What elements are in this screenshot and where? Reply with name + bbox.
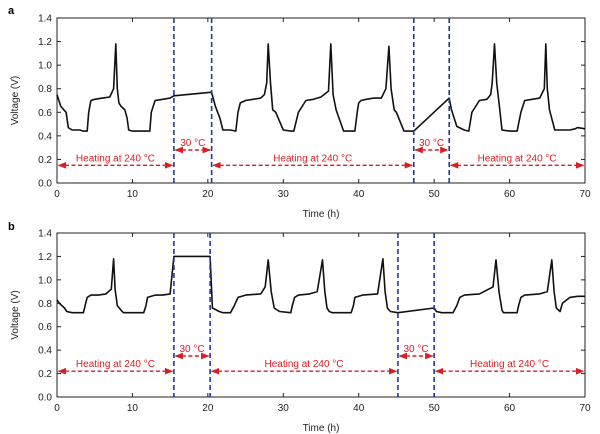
y-tick-label: 1.0 <box>38 61 52 72</box>
annotation-label: 30 °C <box>403 344 428 355</box>
annotation-label: Heating at 240 °C <box>273 153 352 164</box>
x-tick-label: 40 <box>353 403 365 414</box>
panel-a: a 0.0 0.2 0.4 0.6 0.8 1.0 1.2 1.4 0 10 20 30 40 50 60 70… <box>8 5 591 220</box>
x-axis-label: Time (h) <box>303 209 340 220</box>
annotation-label: 30 °C <box>419 138 444 149</box>
x-tick-label: 50 <box>429 189 441 200</box>
x-tick-label: 40 <box>353 189 365 200</box>
annotation-label: Heating at 240 °C <box>76 359 155 370</box>
y-tick-label: 0.0 <box>38 179 52 190</box>
y-tick-label: 1.2 <box>38 252 52 263</box>
y-tick-label: 1.4 <box>38 229 52 240</box>
x-tick-label: 20 <box>202 189 214 200</box>
x-tick-label: 10 <box>127 189 139 200</box>
y-tick-label: 1.2 <box>38 37 52 48</box>
y-tick-label: 0.2 <box>38 155 52 166</box>
y-tick-label: 0.6 <box>38 322 52 333</box>
plot-frame <box>56 17 586 184</box>
x-tick-label: 60 <box>504 403 516 414</box>
y-tick-label: 0.2 <box>38 369 52 380</box>
x-tick-label: 30 <box>278 189 290 200</box>
y-tick-label: 0.4 <box>38 346 52 357</box>
y-tick-label: 0.8 <box>38 84 52 95</box>
annotation-label: 30 °C <box>179 344 204 355</box>
annotation-label: 30 °C <box>180 138 205 149</box>
x-tick-label: 0 <box>54 403 60 414</box>
x-tick-label: 10 <box>127 403 139 414</box>
x-tick-label: 0 <box>54 189 60 200</box>
annotation-label: Heating at 240 °C <box>470 359 549 370</box>
x-tick-label: 70 <box>579 403 591 414</box>
plot-frame <box>56 232 586 398</box>
series-line-voltage <box>56 43 586 132</box>
annotation-label: Heating at 240 °C <box>478 153 557 164</box>
panel-label: b <box>8 221 15 233</box>
annotation-label: Heating at 240 °C <box>264 359 343 370</box>
x-tick-label: 60 <box>504 189 516 200</box>
x-tick-label: 70 <box>579 189 591 200</box>
y-tick-label: 0.0 <box>38 393 52 404</box>
x-axis-label: Time (h) <box>303 423 340 434</box>
x-tick-label: 20 <box>202 403 214 414</box>
x-tick-label: 30 <box>278 403 290 414</box>
y-axis-label: Voltage (V) <box>10 290 21 339</box>
series-line-voltage <box>56 255 585 314</box>
panel-label: a <box>8 5 15 17</box>
y-tick-label: 0.6 <box>38 108 52 119</box>
y-tick-label: 1.4 <box>38 14 52 25</box>
y-axis-label: Voltage (V) <box>10 76 21 125</box>
y-tick-label: 0.4 <box>38 131 52 142</box>
annotation-label: Heating at 240 °C <box>76 153 155 164</box>
y-tick-label: 1.0 <box>38 275 52 286</box>
x-tick-label: 50 <box>429 403 441 414</box>
y-tick-label: 0.8 <box>38 299 52 310</box>
panel-b: b 0.0 0.2 0.4 0.6 0.8 1.0 1.2 1.4 0 10 20 30 40 50 60 70… <box>8 221 591 434</box>
